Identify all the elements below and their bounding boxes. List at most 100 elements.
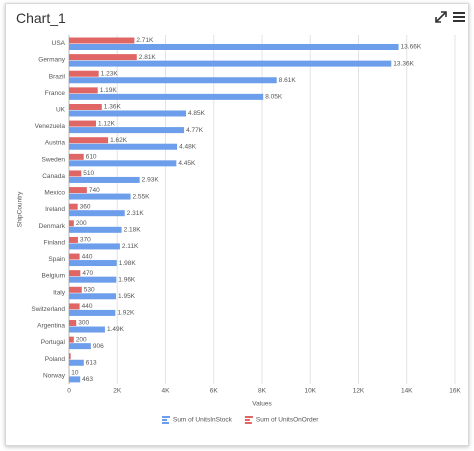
data-label: 1.49K — [107, 326, 125, 333]
data-label: 1.96K — [118, 276, 136, 283]
data-label: 2.71K — [136, 37, 154, 44]
expand-icon[interactable] — [434, 10, 448, 24]
data-label: 13.36K — [393, 60, 414, 67]
data-label: 613 — [86, 359, 97, 366]
bar — [69, 170, 82, 177]
data-label: 610 — [86, 154, 97, 161]
bar — [69, 187, 87, 194]
data-label: 440 — [82, 303, 93, 310]
legend-swatch — [162, 419, 167, 421]
bar — [69, 303, 80, 310]
bar — [69, 320, 77, 327]
bar — [69, 336, 74, 343]
y-tick-label: Belgium — [42, 273, 65, 280]
data-label: 4.85K — [188, 110, 206, 117]
bar — [69, 193, 131, 200]
data-label: 510 — [83, 170, 94, 177]
y-tick-label: Portugal — [41, 339, 66, 346]
x-tick-label: 8K — [258, 388, 267, 395]
bar — [69, 220, 74, 227]
bar — [69, 376, 81, 383]
menu-icon[interactable] — [452, 10, 466, 24]
bar — [69, 253, 80, 260]
data-label: 2.55K — [133, 193, 151, 200]
x-tick-label: 14K — [401, 388, 413, 395]
bar — [69, 293, 117, 300]
bar — [69, 210, 125, 217]
data-label: 2.93K — [142, 177, 160, 184]
data-label: 10 — [71, 370, 79, 377]
bar — [69, 143, 178, 150]
data-label: 300 — [78, 320, 89, 327]
bar — [69, 270, 81, 277]
data-label: 8.05K — [265, 94, 283, 101]
bar — [69, 110, 187, 117]
y-tick-label: Spain — [48, 256, 65, 263]
legend-swatch — [162, 416, 170, 418]
data-label: 440 — [82, 253, 93, 260]
bar — [69, 120, 97, 127]
y-tick-label: Brazil — [49, 73, 66, 80]
y-tick-label: France — [45, 90, 66, 97]
data-label: 1.36K — [104, 104, 122, 111]
y-tick-label: Finland — [44, 239, 66, 246]
x-tick-label: 4K — [162, 388, 171, 395]
data-label: 1.19K — [100, 87, 118, 94]
data-label: 370 — [80, 237, 91, 244]
x-tick-label: 10K — [304, 388, 316, 395]
bar — [69, 103, 102, 110]
bar — [69, 153, 84, 160]
data-label: 2.11K — [122, 243, 139, 250]
x-tick-label: 2K — [113, 388, 122, 395]
bar — [69, 93, 264, 100]
bar — [69, 353, 71, 360]
data-label: 4.77K — [186, 127, 204, 134]
data-label: 1.12K — [98, 120, 116, 127]
data-label: 740 — [89, 187, 100, 194]
bar — [69, 70, 99, 77]
y-tick-label: Canada — [42, 173, 65, 180]
data-label: 1.98K — [119, 260, 137, 267]
bar — [69, 137, 109, 144]
legend-swatch — [162, 422, 169, 424]
bar — [69, 286, 82, 293]
data-label: 200 — [76, 336, 87, 343]
data-label: 8.61K — [279, 77, 297, 84]
y-tick-label: Italy — [53, 289, 66, 296]
data-label: 4.45K — [178, 160, 196, 167]
y-tick-label: Poland — [45, 356, 66, 363]
legend-swatch — [244, 416, 253, 418]
bar — [69, 60, 392, 67]
bar — [69, 77, 277, 84]
y-tick-label: Venezuela — [35, 123, 66, 130]
legend-label: Sum of UnitsOnOrder — [256, 417, 319, 424]
bar — [69, 176, 140, 183]
bar — [69, 203, 78, 210]
legend-swatch — [244, 419, 250, 421]
data-label: 530 — [84, 287, 95, 294]
data-label: 2.31K — [127, 210, 145, 217]
bar — [69, 326, 105, 333]
bar — [69, 226, 122, 233]
y-tick-label: Ireland — [45, 206, 65, 213]
legend-label: Sum of UnitsInStock — [173, 417, 233, 424]
y-tick-label: Argentina — [37, 323, 65, 330]
x-tick-label: 12K — [353, 388, 365, 395]
data-label: 463 — [82, 376, 93, 383]
y-tick-label: UK — [56, 107, 66, 114]
legend-swatch — [244, 422, 252, 424]
bar — [69, 37, 135, 44]
bar — [69, 243, 120, 250]
bar — [69, 54, 137, 61]
bar — [69, 276, 117, 283]
data-label: 360 — [80, 203, 91, 210]
x-tick-label: 16K — [449, 388, 461, 395]
y-tick-label: Sweden — [42, 156, 66, 163]
data-label: 1.23K — [101, 70, 119, 77]
bar — [69, 343, 91, 350]
data-label: 1.62K — [110, 137, 128, 144]
data-label: 470 — [82, 270, 93, 277]
y-tick-label: Switzerland — [31, 306, 65, 313]
